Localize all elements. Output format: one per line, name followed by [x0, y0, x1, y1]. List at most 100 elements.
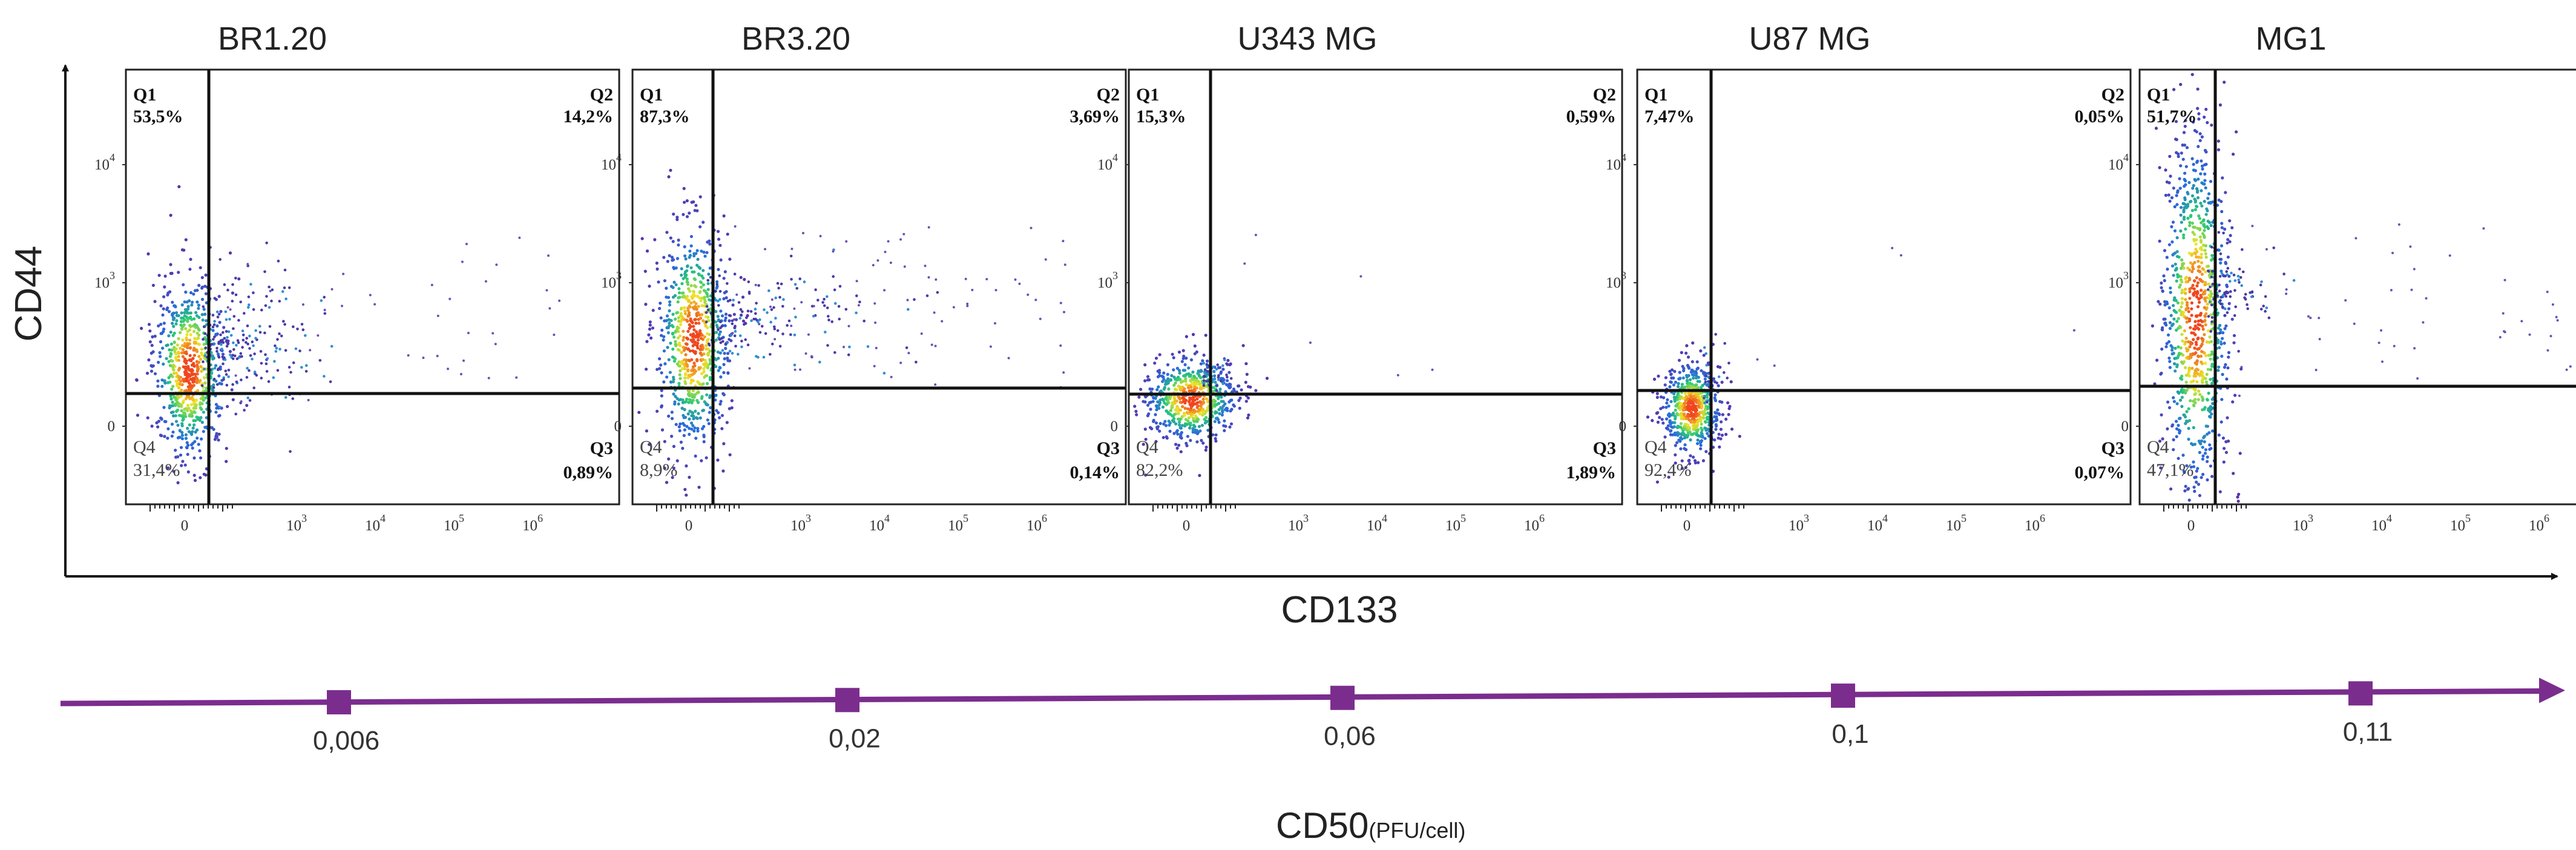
- data-point: [774, 317, 777, 320]
- x-tick-label: 0: [685, 518, 693, 534]
- data-point: [2198, 297, 2201, 300]
- data-point: [1700, 405, 1704, 409]
- data-point: [665, 295, 668, 299]
- data-point: [2204, 150, 2208, 154]
- data-point: [170, 434, 174, 438]
- data-point: [2199, 354, 2203, 358]
- data-point: [235, 380, 238, 384]
- data-point: [1203, 368, 1207, 371]
- data-point: [1692, 401, 1695, 405]
- data-point: [1678, 413, 1682, 417]
- data-point: [229, 308, 232, 311]
- data-point: [696, 427, 700, 430]
- data-point: [2206, 120, 2209, 125]
- data-point: [714, 309, 718, 314]
- data-point: [188, 381, 191, 385]
- data-point: [678, 314, 682, 318]
- data-point: [1669, 429, 1673, 433]
- data-point: [730, 399, 734, 403]
- data-point: [1702, 371, 1706, 374]
- data-point: [217, 432, 221, 436]
- data-point: [1692, 420, 1696, 424]
- data-point: [827, 318, 830, 321]
- data-point: [1191, 371, 1195, 374]
- data-point: [202, 376, 206, 380]
- data-point: [665, 314, 669, 318]
- data-point: [2188, 355, 2192, 358]
- data-point: [2184, 227, 2187, 231]
- data-point: [2189, 342, 2193, 346]
- data-point: [1174, 422, 1178, 426]
- data-point: [284, 297, 288, 301]
- data-point: [547, 254, 550, 257]
- data-point: [680, 273, 683, 277]
- data-point: [2259, 283, 2262, 287]
- data-point: [966, 302, 969, 305]
- data-point: [660, 405, 663, 409]
- data-point: [719, 258, 723, 262]
- data-point: [192, 340, 196, 344]
- data-point: [2183, 185, 2186, 188]
- data-point: [1729, 380, 1733, 384]
- data-point: [669, 341, 672, 345]
- data-point: [833, 288, 836, 292]
- data-point: [715, 280, 719, 284]
- data-point: [1715, 381, 1718, 384]
- data-point: [241, 346, 244, 349]
- data-point: [2196, 260, 2200, 263]
- data-point: [1194, 414, 1197, 418]
- data-point: [2221, 305, 2224, 309]
- data-point: [196, 389, 200, 392]
- data-point: [698, 280, 702, 284]
- data-point: [2177, 424, 2180, 427]
- data-point: [2546, 349, 2549, 352]
- data-point: [691, 379, 695, 383]
- data-point: [681, 398, 685, 402]
- data-point: [160, 384, 164, 388]
- data-point: [2233, 394, 2237, 397]
- data-point: [706, 403, 709, 407]
- data-point: [2230, 317, 2234, 321]
- data-point: [159, 433, 162, 437]
- y-tick-label: 103: [1097, 269, 1118, 291]
- data-point: [689, 421, 694, 425]
- data-point: [1154, 404, 1158, 408]
- data-point: [553, 334, 556, 336]
- data-point: [2178, 186, 2182, 190]
- data-point: [2172, 309, 2176, 312]
- data-point: [887, 240, 890, 243]
- data-point: [225, 373, 228, 376]
- data-point: [2197, 255, 2201, 259]
- data-point: [1034, 298, 1037, 301]
- data-point: [1246, 396, 1250, 400]
- data-point: [1198, 395, 1201, 398]
- data-point: [183, 412, 187, 416]
- data-point: [1178, 387, 1182, 391]
- data-point: [1686, 423, 1690, 427]
- y-tick-label: 103: [94, 269, 115, 291]
- data-point: [1718, 400, 1722, 403]
- data-point: [1184, 383, 1188, 386]
- data-point: [2172, 438, 2175, 442]
- data-point: [1686, 402, 1690, 406]
- data-point: [1204, 409, 1208, 413]
- data-point: [2174, 262, 2177, 266]
- data-point: [689, 381, 693, 385]
- data-point: [188, 342, 191, 346]
- data-point: [757, 320, 760, 323]
- data-point: [234, 293, 238, 297]
- data-point: [1170, 406, 1174, 410]
- data-point: [720, 337, 724, 340]
- data-point: [2195, 343, 2198, 346]
- data-point: [1680, 383, 1684, 386]
- data-point: [1667, 475, 1671, 479]
- data-point: [203, 354, 207, 357]
- data-point: [2203, 440, 2206, 444]
- data-point: [2190, 253, 2193, 257]
- data-point: [2210, 381, 2214, 385]
- data-point: [1007, 357, 1010, 360]
- data-point: [637, 410, 641, 414]
- data-point: [1682, 369, 1686, 373]
- data-point: [1692, 377, 1695, 380]
- data-point: [2189, 261, 2192, 265]
